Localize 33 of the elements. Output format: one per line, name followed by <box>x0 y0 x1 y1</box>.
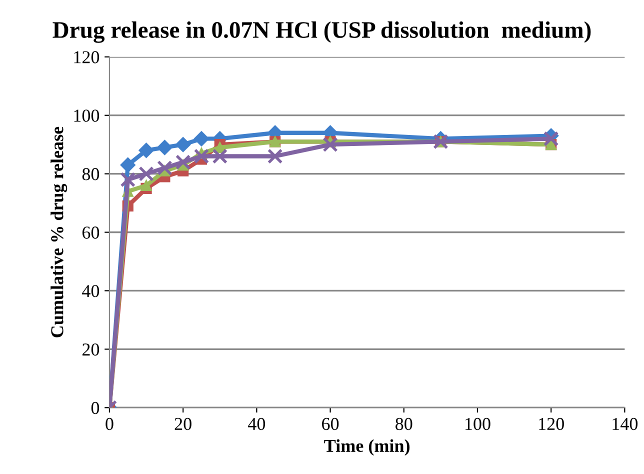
x-axis-title: Time (min) <box>324 439 410 456</box>
x-tick-label: 100 <box>466 418 490 430</box>
point <box>157 160 172 176</box>
point <box>322 136 338 152</box>
x-tick-label: 0 <box>106 418 114 430</box>
x-tick-label: 60 <box>322 418 339 430</box>
y-tick-label: 60 <box>82 226 100 239</box>
point <box>138 166 154 182</box>
point <box>175 154 191 170</box>
y-tick-label: 80 <box>82 168 100 180</box>
point <box>212 148 228 164</box>
point <box>543 131 559 146</box>
point <box>140 180 152 192</box>
x-tick-label: 20 <box>174 418 192 430</box>
point <box>267 148 283 164</box>
point <box>194 131 210 146</box>
chart-title: Drug release in 0.07N HCl (USP dissolution medium) <box>52 21 591 43</box>
y-axis-title: Cumulative % drug release <box>50 126 68 338</box>
x-tick-label: 120 <box>539 418 564 430</box>
point <box>120 172 136 188</box>
x-tick-label: 140 <box>612 418 638 430</box>
point <box>120 157 136 173</box>
point <box>157 140 172 156</box>
y-tick-label: 40 <box>82 284 100 298</box>
x-tick-label: 40 <box>248 418 266 430</box>
y-tick-label: 120 <box>74 51 100 64</box>
y-tick-label: 0 <box>91 402 100 414</box>
point <box>194 148 210 164</box>
x-tick-label: 80 <box>396 418 412 430</box>
point <box>138 142 154 158</box>
point <box>176 137 191 152</box>
y-tick-label: 20 <box>82 343 100 356</box>
y-tick-label: 100 <box>74 110 100 122</box>
